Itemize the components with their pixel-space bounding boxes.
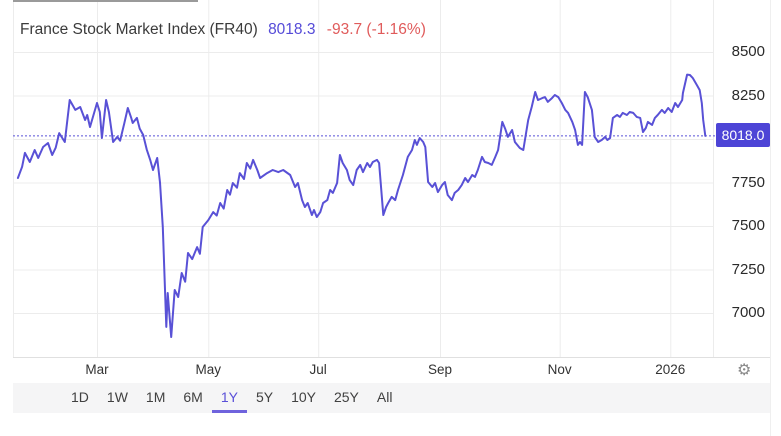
x-tick-label: Sep xyxy=(427,362,453,377)
range-button-10y[interactable]: 10Y xyxy=(291,388,316,405)
instrument-title: France Stock Market Index (FR40) xyxy=(20,21,258,38)
x-tick-label: Mar xyxy=(85,362,109,377)
right-edge-divider xyxy=(770,0,771,436)
x-tick-label: 2026 xyxy=(655,362,686,377)
range-button-1w[interactable]: 1W xyxy=(106,388,128,405)
last-price: 8018.3 xyxy=(268,21,316,38)
y-tick-label: 7750 xyxy=(731,173,765,191)
range-button-1m[interactable]: 1M xyxy=(145,388,166,405)
y-tick-label: 7250 xyxy=(731,260,765,278)
y-tick-label: 8500 xyxy=(731,43,765,60)
range-button-5y[interactable]: 5Y xyxy=(255,388,274,405)
range-toolbar: 1D 1W 1M 6M 1Y 5Y 10Y 25Y All xyxy=(13,383,770,413)
y-tick-label: 8250 xyxy=(731,86,765,104)
range-button-1d[interactable]: 1D xyxy=(71,388,89,405)
x-tick-label: Nov xyxy=(547,362,572,377)
price-change: -93.7 (-1.16%) xyxy=(326,21,426,38)
range-button-all[interactable]: All xyxy=(376,388,393,405)
chart-header: France Stock Market Index (FR40) 8018.3 … xyxy=(20,21,426,39)
x-tick-label: May xyxy=(195,362,222,377)
price-line-series xyxy=(16,73,707,338)
x-tick-label: Jul xyxy=(309,362,327,377)
y-tick-label: 7000 xyxy=(731,304,765,321)
range-button-6m[interactable]: 6M xyxy=(183,388,203,405)
current-price-badge: 8018.0 xyxy=(716,123,770,147)
range-button-1y[interactable]: 1Y xyxy=(211,383,247,413)
gear-icon[interactable]: ⚙ xyxy=(737,362,752,379)
y-tick-label: 7500 xyxy=(731,217,765,234)
top-tab-indicator xyxy=(13,0,198,2)
range-button-25y[interactable]: 25Y xyxy=(333,388,359,405)
